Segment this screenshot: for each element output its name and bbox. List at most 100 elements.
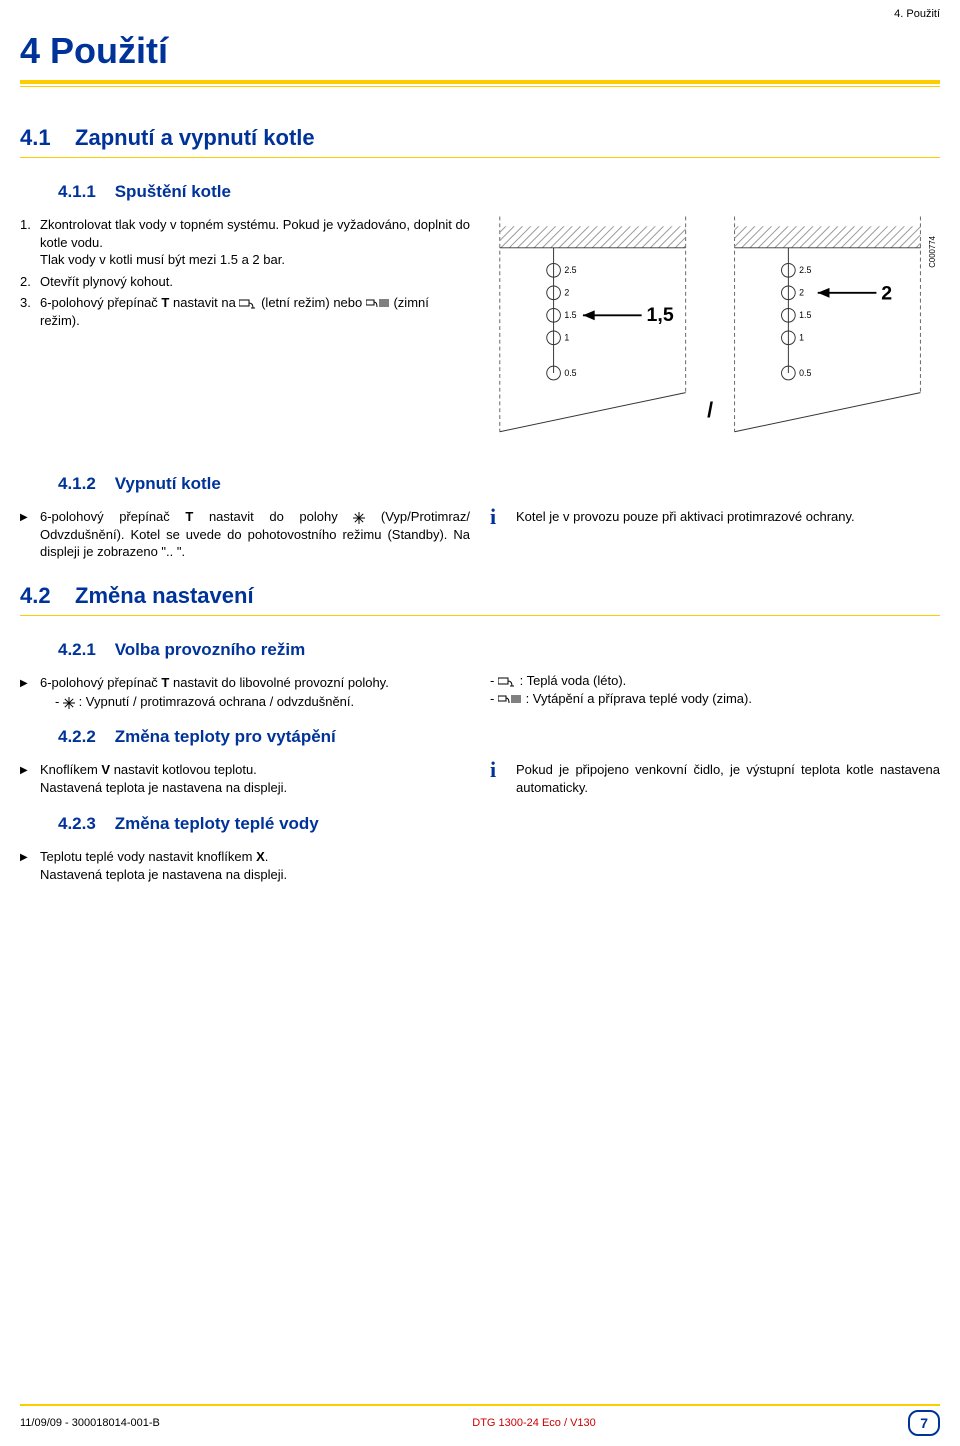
info-text: Pokud je připojeno venkovní čidlo, je vý… bbox=[516, 759, 940, 796]
chapter-title: 4 Použití bbox=[0, 20, 960, 80]
dash-text: : Vypnutí / protimrazová ochrana / odvzd… bbox=[79, 694, 355, 709]
list-num: 3. bbox=[20, 294, 40, 329]
arrow-bullet-icon: ▶ bbox=[20, 848, 40, 883]
tap-icon bbox=[498, 676, 516, 688]
subsection-4-1-1: 4.1.1 Spuštění kotle bbox=[0, 176, 960, 214]
subsection-num: 4.1.2 bbox=[58, 474, 96, 493]
list-item: 1. Zkontrolovat tlak vody v topném systé… bbox=[20, 214, 470, 271]
svg-text:0.5: 0.5 bbox=[799, 368, 811, 378]
subsection-title: Vypnutí kotle bbox=[115, 474, 221, 493]
svg-text:1.5: 1.5 bbox=[799, 310, 811, 320]
dash-text: : Vytápění a příprava teplé vody (zima). bbox=[526, 691, 752, 706]
subsection-4-2-1: 4.2.1 Volba provozního režim bbox=[0, 634, 960, 672]
subsection-4-2-3: 4.2.3 Změna teploty teplé vody bbox=[0, 808, 960, 846]
svg-text:1: 1 bbox=[799, 333, 804, 343]
svg-text:2: 2 bbox=[799, 288, 804, 298]
s411-text-col: 1. Zkontrolovat tlak vody v topném systé… bbox=[20, 214, 470, 444]
dash-item: - : Teplá voda (léto). bbox=[490, 672, 940, 690]
pressure-gauge-figure: C000774 bbox=[490, 214, 940, 444]
list-text: nastavit do polohy bbox=[193, 509, 353, 524]
list-item: ▶ 6-polohový přepínač T nastavit do polo… bbox=[20, 506, 470, 563]
list-text: Otevřít plynový kohout. bbox=[40, 273, 470, 291]
dash: - bbox=[490, 691, 498, 706]
bold-V: V bbox=[101, 762, 110, 777]
running-header: 4. Použití bbox=[0, 0, 960, 20]
list-text: Nastavená teplota je nastavena na disple… bbox=[40, 867, 287, 882]
subsection-num: 4.1.1 bbox=[58, 182, 96, 201]
figure-code: C000774 bbox=[928, 235, 937, 267]
subsection-num: 4.2.2 bbox=[58, 727, 96, 746]
dash-text: : Teplá voda (léto). bbox=[520, 673, 627, 688]
section-title: Zapnutí a vypnutí kotle bbox=[75, 125, 315, 150]
tap-radiator-icon bbox=[498, 694, 522, 706]
list-text: nastavit do libovolné provozní polohy. bbox=[169, 675, 388, 690]
dash: - bbox=[490, 673, 498, 688]
s411-figure-col: C000774 bbox=[490, 214, 940, 444]
list-item: ▶ Teplotu teplé vody nastavit knoflíkem … bbox=[20, 846, 470, 885]
subsection-4-1-2: 4.1.2 Vypnutí kotle bbox=[0, 468, 960, 506]
subsection-4-2-2: 4.2.2 Změna teploty pro vytápění bbox=[0, 721, 960, 759]
info-icon: i bbox=[490, 506, 506, 528]
gauge-left-panel: 2.5 2 1.5 1 0.5 1,5 bbox=[500, 217, 686, 432]
svg-text:1: 1 bbox=[564, 333, 569, 343]
arrow-label-right: 2 bbox=[881, 283, 892, 305]
bold-X: X bbox=[256, 849, 265, 864]
dash: - bbox=[55, 694, 63, 709]
list-item: 2. Otevřít plynový kohout. bbox=[20, 271, 470, 293]
section-title: Změna nastavení bbox=[75, 583, 254, 608]
info-note: i Pokud je připojeno venkovní čidlo, je … bbox=[490, 759, 940, 796]
svg-text:2.5: 2.5 bbox=[799, 265, 811, 275]
svg-text:2: 2 bbox=[564, 288, 569, 298]
dash-item: - : Vypnutí / protimrazová ochrana / odv… bbox=[20, 693, 470, 711]
list-text: 6-polohový přepínač bbox=[40, 675, 161, 690]
arrow-bullet-icon: ▶ bbox=[20, 761, 40, 796]
arrow-bullet-icon: ▶ bbox=[20, 508, 40, 561]
tap-icon bbox=[239, 298, 257, 310]
subsection-title: Změna teploty pro vytápění bbox=[115, 727, 336, 746]
snowflake-icon bbox=[63, 697, 75, 709]
arrow-label-left: 1,5 bbox=[647, 304, 674, 326]
list-item: ▶ 6-polohový přepínač T nastavit do libo… bbox=[20, 672, 470, 694]
section-underline bbox=[20, 615, 940, 616]
subsection-num: 4.2.1 bbox=[58, 640, 96, 659]
list-item: ▶ Knoflíkem V nastavit kotlovou teplotu.… bbox=[20, 759, 470, 798]
subsection-num: 4.2.3 bbox=[58, 814, 96, 833]
list-text: 6-polohový přepínač bbox=[40, 509, 185, 524]
page-number: 7 bbox=[908, 1410, 940, 1436]
gauge-tick: 2.5 2 1.5 1 0.5 bbox=[547, 263, 577, 379]
arrow-bullet-icon: ▶ bbox=[20, 674, 40, 692]
figure-slash: / bbox=[707, 398, 713, 422]
dash-item: - : Vytápění a příprava teplé vody (zima… bbox=[490, 690, 940, 708]
list-num: 1. bbox=[20, 216, 40, 269]
list-text: . bbox=[265, 849, 269, 864]
page-footer: 11/09/09 - 300018014-001-B DTG 1300-24 E… bbox=[0, 1404, 960, 1446]
list-item: 3. 6-polohový přepínač T nastavit na (le… bbox=[20, 292, 470, 331]
subsection-title: Změna teploty teplé vody bbox=[115, 814, 319, 833]
svg-text:0.5: 0.5 bbox=[564, 368, 576, 378]
list-text: Knoflíkem bbox=[40, 762, 101, 777]
footer-center: DTG 1300-24 Eco / V130 bbox=[472, 1417, 596, 1429]
list-num: 2. bbox=[20, 273, 40, 291]
tap-radiator-icon bbox=[366, 298, 390, 310]
gauge-right-panel: 2.5 2 1.5 1 0.5 2 bbox=[735, 217, 921, 432]
list-text: 6-polohový přepínač bbox=[40, 295, 161, 310]
section-num: 4.2 bbox=[20, 583, 51, 608]
list-text: nastavit na bbox=[169, 295, 239, 310]
info-icon: i bbox=[490, 759, 506, 796]
chapter-underline bbox=[20, 80, 940, 89]
list-text: Zkontrolovat tlak vody v topném systému.… bbox=[40, 217, 470, 250]
svg-text:1.5: 1.5 bbox=[564, 310, 576, 320]
list-text: Tlak vody v kotli musí být mezi 1.5 a 2 … bbox=[40, 252, 285, 267]
section-underline bbox=[20, 157, 940, 158]
section-num: 4.1 bbox=[20, 125, 51, 150]
footer-left: 11/09/09 - 300018014-001-B bbox=[20, 1417, 160, 1429]
subsection-title: Spuštění kotle bbox=[115, 182, 231, 201]
list-text: nastavit kotlovou teplotu. bbox=[110, 762, 257, 777]
info-text: Kotel je v provozu pouze při aktivaci pr… bbox=[516, 506, 940, 528]
info-note: i Kotel je v provozu pouze při aktivaci … bbox=[490, 506, 940, 528]
snowflake-icon bbox=[353, 512, 365, 524]
section-4-2: 4.2 Změna nastavení bbox=[0, 577, 960, 615]
list-text: Nastavená teplota je nastavena na disple… bbox=[40, 780, 287, 795]
list-text: (letní režim) nebo bbox=[257, 295, 365, 310]
list-text: Teplotu teplé vody nastavit knoflíkem bbox=[40, 849, 256, 864]
